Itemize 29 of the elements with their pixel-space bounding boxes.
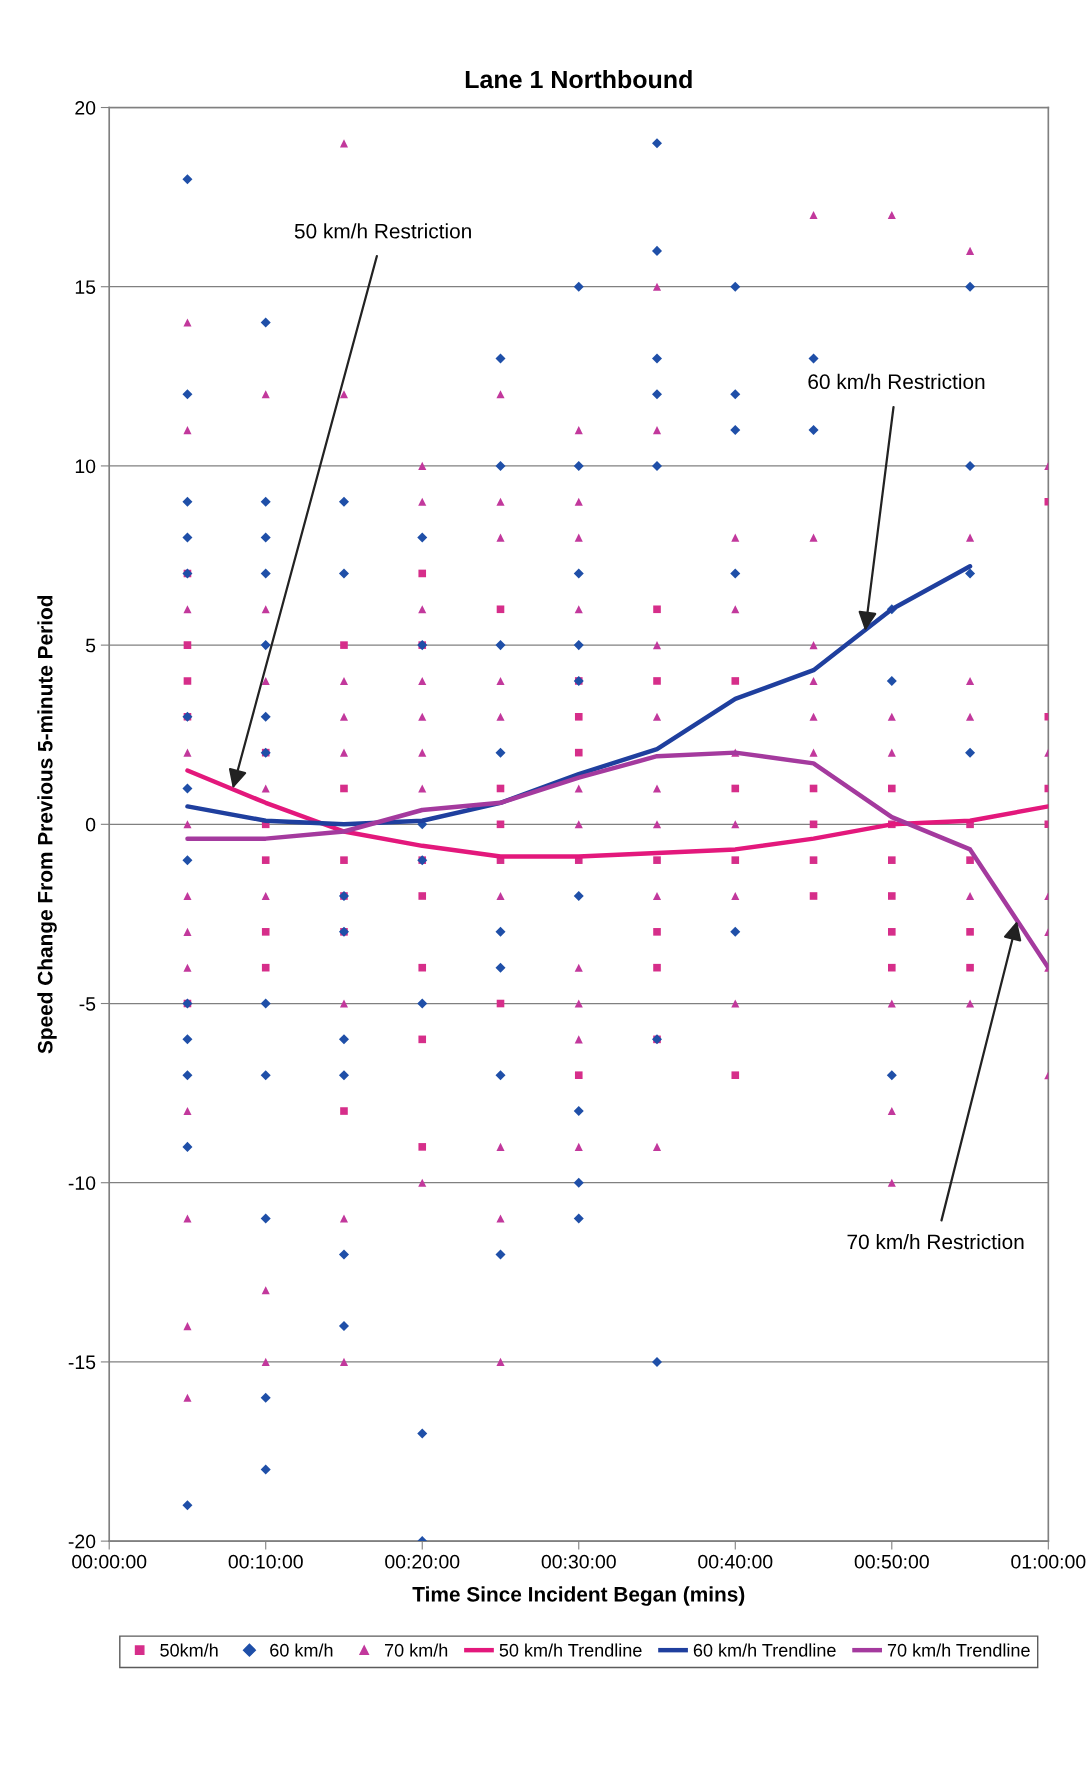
x-axis-title: Time Since Incident Began (mins) — [412, 1586, 745, 1606]
chart-title: Lane 1 Northbound — [465, 69, 692, 89]
x-tick-label: 00:50:00 — [854, 1554, 929, 1569]
x-tick-label: 00:00:00 — [72, 1554, 147, 1569]
legend-label: 50 km/h Trendline — [499, 1643, 642, 1657]
legend-label: 60 km/h — [270, 1643, 333, 1657]
annotation: 60 km/h Restriction — [808, 373, 985, 390]
y-tick-label: 5 — [85, 638, 96, 653]
annotation: 50 km/h Restriction — [294, 223, 471, 239]
annotation: 70 km/h Restriction — [847, 1233, 1024, 1250]
y-tick-label: 15 — [75, 280, 96, 294]
line-series — [185, 750, 1049, 970]
legend-label: 60 km/h Trendline — [693, 1643, 836, 1657]
y-axis-title: Speed Change From Previous 5-minute Period — [37, 595, 57, 1054]
y-tick-label: -5 — [79, 997, 96, 1011]
x-tick-label: 00:20:00 — [385, 1554, 460, 1569]
legend-label: 70 km/h — [384, 1643, 448, 1657]
x-tick-label: 00:40:00 — [698, 1554, 773, 1569]
x-tick-label: 00:30:00 — [541, 1554, 616, 1569]
x-tick-label: 01:00:00 — [1011, 1554, 1086, 1569]
legend-label: 50km/h — [160, 1643, 218, 1657]
y-tick-label: 10 — [75, 459, 96, 474]
y-tick-label: -15 — [68, 1355, 96, 1370]
y-tick-label: 0 — [85, 817, 96, 832]
y-tick-label: -10 — [68, 1176, 96, 1190]
y-tick-label: 20 — [75, 100, 96, 115]
legend-label: 70 km/h Trendline — [887, 1643, 1030, 1657]
y-tick-label: -20 — [68, 1534, 96, 1549]
x-tick-label: 00:10:00 — [228, 1554, 303, 1569]
